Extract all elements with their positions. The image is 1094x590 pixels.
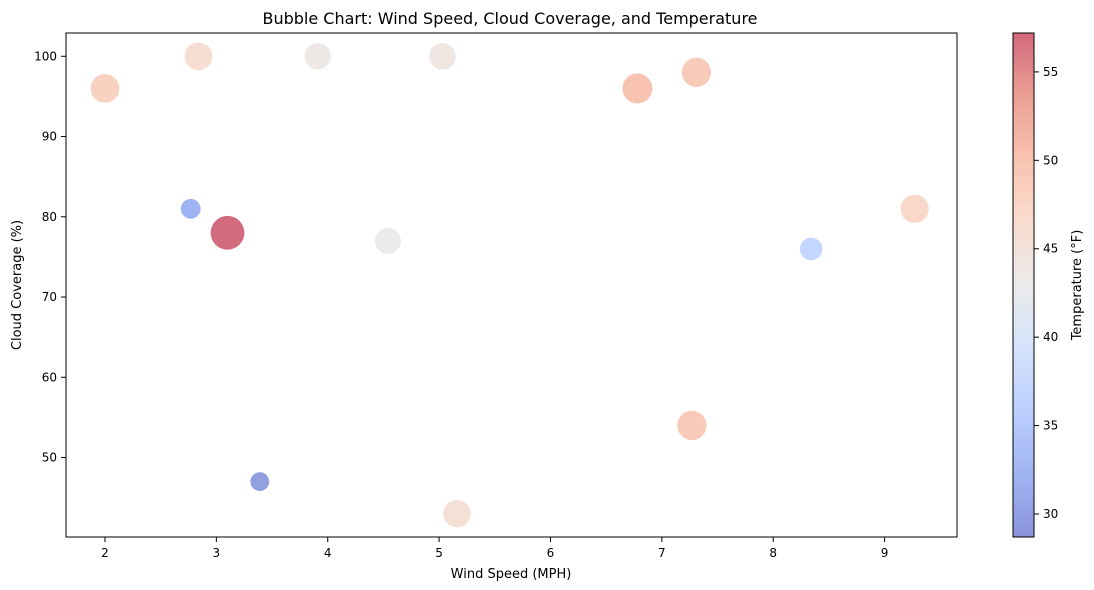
chart-title: Bubble Chart: Wind Speed, Cloud Coverage… [262,9,757,28]
colorbar-tick-label: 45 [1043,242,1058,256]
bubble-10 [799,237,823,261]
bubble-6 [681,57,712,87]
colorbar-tick-label: 30 [1043,507,1058,521]
y-tick-label: 60 [42,370,57,384]
x-tick-label: 5 [435,546,443,560]
y-tick-label: 90 [42,130,57,144]
colorbar-tick-label: 35 [1043,419,1058,433]
bubble-8 [210,215,245,250]
colorbar-tick-label: 50 [1043,153,1058,167]
y-tick-label: 100 [34,49,57,63]
x-tick-label: 3 [213,546,221,560]
y-tick-label: 50 [42,451,57,465]
bubble-2 [184,42,213,71]
y-tick-label: 80 [42,210,57,224]
colorbar-tick-label: 40 [1043,330,1058,344]
bubble-13 [250,472,270,491]
x-tick-label: 2 [101,546,109,560]
bubble-5 [622,73,653,104]
bubble-7 [180,198,201,219]
y-axis: 50 60 70 80 90 100 [34,49,66,465]
bubble-12 [677,410,707,441]
plot-frame [65,32,958,538]
bubble-11 [900,194,929,223]
bubble-4 [429,43,456,70]
bubble-14 [443,500,471,528]
x-axis: 2 3 4 5 6 7 8 9 [101,537,888,560]
colorbar-label: Temperature (°F) [1070,230,1085,342]
bubble-1 [90,74,120,103]
x-tick-label: 9 [881,546,889,560]
colorbar-axis: 30 35 40 45 50 55 [1034,65,1058,521]
bubble-3 [304,43,331,70]
x-tick-label: 8 [769,546,777,560]
colorbar-tick-label: 55 [1043,65,1058,79]
y-axis-label: Cloud Coverage (%) [10,220,25,350]
x-tick-label: 7 [658,546,666,560]
x-tick-label: 6 [547,546,555,560]
x-tick-label: 4 [324,546,332,560]
bubble-9 [374,227,401,254]
y-tick-label: 70 [42,290,57,304]
x-axis-label: Wind Speed (MPH) [451,567,572,582]
bubble-layer [90,42,929,528]
colorbar [1012,32,1035,538]
